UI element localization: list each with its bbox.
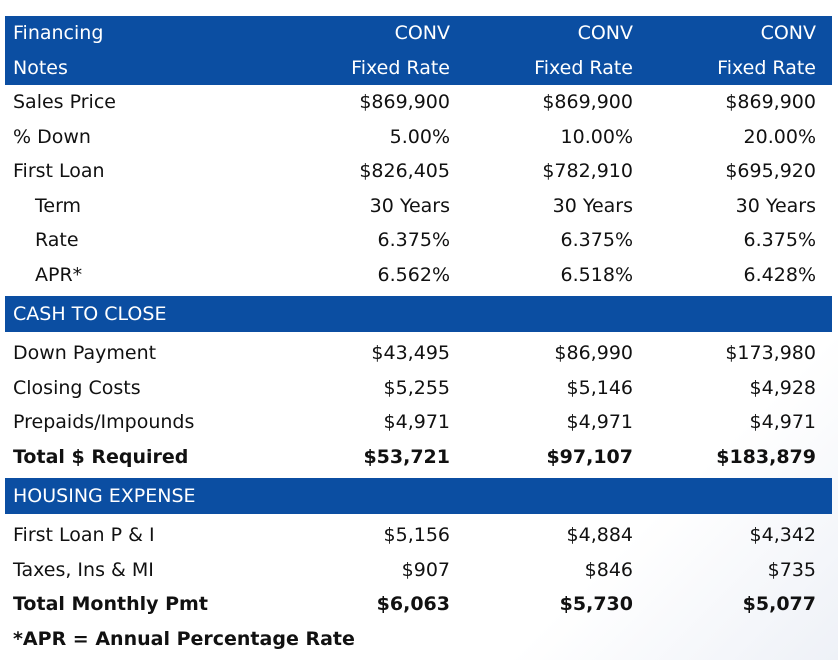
- apr-col3: 6.428%: [743, 263, 816, 286]
- sales-price-col1: $869,900: [359, 91, 450, 114]
- header-col2-rate-type: Fixed Rate: [534, 56, 633, 79]
- header-col1-rate-type: Fixed Rate: [351, 56, 450, 79]
- first-loan-col1: $826,405: [359, 160, 450, 183]
- row-closing-costs: Closing Costs $5,255 $5,146 $4,928: [5, 371, 832, 406]
- housing-expense-title: HOUSING EXPENSE: [13, 485, 196, 507]
- financing-table: Financing CONV CONV CONV Notes Fixed Rat…: [5, 16, 832, 656]
- sales-price-col3: $869,900: [725, 91, 816, 114]
- rate-col2: 6.375%: [560, 229, 633, 252]
- apr-col1: 6.562%: [377, 263, 450, 286]
- header-row-financing: Financing CONV CONV CONV: [5, 16, 832, 51]
- taxes-ins-mi-col2: $846: [584, 558, 633, 581]
- first-loan-pi-col2: $4,884: [566, 524, 633, 547]
- row-apr: APR* 6.562% 6.518% 6.428%: [5, 258, 832, 293]
- total-monthly-pmt-col3: $5,077: [742, 593, 816, 616]
- first-loan-pi-col3: $4,342: [749, 524, 816, 547]
- prepaids-col3: $4,971: [749, 411, 816, 434]
- rate-label: Rate: [35, 229, 79, 252]
- sales-price-label: Sales Price: [13, 91, 116, 114]
- taxes-ins-mi-col1: $907: [401, 558, 450, 581]
- first-loan-pi-col1: $5,156: [383, 524, 450, 547]
- prepaids-col2: $4,971: [566, 411, 633, 434]
- header-col2-type: CONV: [577, 22, 633, 45]
- cash-to-close-title: CASH TO CLOSE: [13, 303, 167, 325]
- closing-costs-col1: $5,255: [383, 376, 450, 399]
- pct-down-label: % Down: [13, 125, 91, 148]
- row-pct-down: % Down 5.00% 10.00% 20.00%: [5, 120, 832, 155]
- pct-down-col1: 5.00%: [389, 125, 450, 148]
- apr-col2: 6.518%: [560, 263, 633, 286]
- section-housing-expense: HOUSING EXPENSE: [5, 478, 832, 514]
- rate-col3: 6.375%: [743, 229, 816, 252]
- row-total-required: Total $ Required $53,721 $97,107 $183,87…: [5, 440, 832, 475]
- row-prepaids: Prepaids/Impounds $4,971 $4,971 $4,971: [5, 405, 832, 440]
- pct-down-col3: 20.00%: [743, 125, 816, 148]
- first-loan-col3: $695,920: [725, 160, 816, 183]
- row-total-monthly-pmt: Total Monthly Pmt $6,063 $5,730 $5,077: [5, 587, 832, 622]
- header-financing-label: Financing: [13, 22, 104, 45]
- header-col3-rate-type: Fixed Rate: [717, 56, 816, 79]
- closing-costs-label: Closing Costs: [13, 376, 141, 399]
- pct-down-col2: 10.00%: [560, 125, 633, 148]
- total-required-label: Total $ Required: [13, 445, 189, 468]
- closing-costs-col2: $5,146: [566, 376, 633, 399]
- total-required-col2: $97,107: [546, 445, 633, 468]
- section-cash-to-close: CASH TO CLOSE: [5, 296, 832, 332]
- header-col1-type: CONV: [394, 22, 450, 45]
- header-col3-type: CONV: [760, 22, 816, 45]
- first-loan-pi-label: First Loan P & I: [13, 524, 155, 547]
- prepaids-label: Prepaids/Impounds: [13, 411, 195, 434]
- prepaids-col1: $4,971: [383, 411, 450, 434]
- rate-col1: 6.375%: [377, 229, 450, 252]
- total-monthly-pmt-col1: $6,063: [376, 593, 450, 616]
- down-payment-col1: $43,495: [371, 342, 450, 365]
- apr-footnote: *APR = Annual Percentage Rate: [13, 627, 355, 650]
- total-monthly-pmt-label: Total Monthly Pmt: [13, 593, 208, 616]
- row-first-loan-pi: First Loan P & I $5,156 $4,884 $4,342: [5, 518, 832, 553]
- term-col3: 30 Years: [735, 194, 816, 217]
- first-loan-label: First Loan: [13, 160, 105, 183]
- down-payment-col2: $86,990: [554, 342, 633, 365]
- row-taxes-ins-mi: Taxes, Ins & MI $907 $846 $735: [5, 553, 832, 588]
- term-col2: 30 Years: [552, 194, 633, 217]
- row-term: Term 30 Years 30 Years 30 Years: [5, 189, 832, 224]
- total-required-col3: $183,879: [716, 445, 816, 468]
- taxes-ins-mi-col3: $735: [767, 558, 816, 581]
- term-label: Term: [35, 194, 82, 217]
- total-required-col1: $53,721: [363, 445, 450, 468]
- header-notes-label: Notes: [13, 56, 68, 79]
- sales-price-col2: $869,900: [542, 91, 633, 114]
- taxes-ins-mi-label: Taxes, Ins & MI: [13, 558, 154, 581]
- row-first-loan: First Loan $826,405 $782,910 $695,920: [5, 154, 832, 189]
- row-down-payment: Down Payment $43,495 $86,990 $173,980: [5, 336, 832, 371]
- header-row-notes: Notes Fixed Rate Fixed Rate Fixed Rate: [5, 50, 832, 85]
- term-col1: 30 Years: [369, 194, 450, 217]
- down-payment-col3: $173,980: [725, 342, 816, 365]
- apr-label: APR*: [35, 263, 83, 286]
- closing-costs-col3: $4,928: [749, 376, 816, 399]
- down-payment-label: Down Payment: [13, 342, 157, 365]
- total-monthly-pmt-col2: $5,730: [559, 593, 633, 616]
- first-loan-col2: $782,910: [542, 160, 633, 183]
- row-sales-price: Sales Price $869,900 $869,900 $869,900: [5, 85, 832, 120]
- row-rate: Rate 6.375% 6.375% 6.375%: [5, 223, 832, 258]
